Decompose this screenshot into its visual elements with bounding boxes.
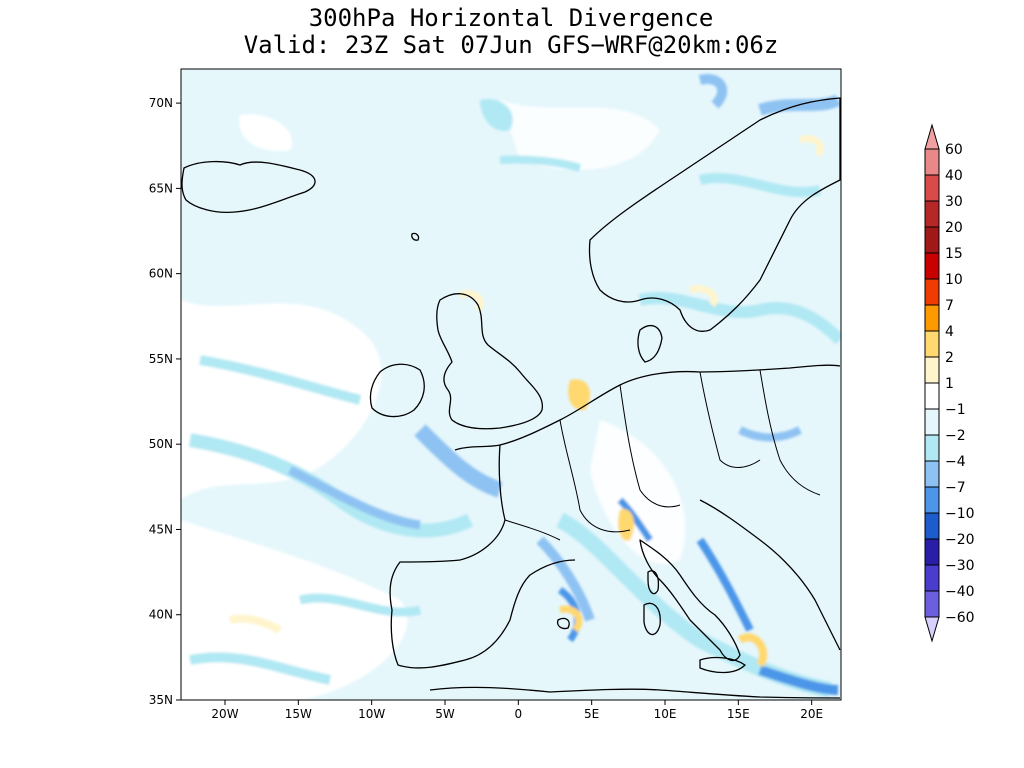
colorbar-level-label: 1 (945, 376, 954, 392)
colorbar-level-label: −1 (945, 402, 966, 418)
colorbar-top-arrow (924, 123, 940, 150)
lon-tick-label: 10E (654, 707, 677, 721)
lat-tick-label: 35N (149, 693, 173, 707)
colorbar-swatch (924, 408, 940, 436)
colorbar-swatch (924, 226, 940, 254)
colorbar-swatch (924, 356, 940, 384)
lon-tick-label: 20E (800, 707, 823, 721)
colorbar-level-label: 4 (945, 324, 954, 340)
lon-tick-label: 0 (515, 707, 523, 721)
lon-tick-label: 5W (435, 707, 455, 721)
lat-tick-label: 60N (149, 267, 173, 281)
colorbar-level-label: 7 (945, 298, 954, 314)
colorbar-swatch (924, 148, 940, 176)
colorbar-swatch (924, 512, 940, 540)
colorbar-level-label: −2 (945, 428, 966, 444)
lat-tick-label: 70N (149, 96, 173, 110)
colorbar-level-label: −4 (945, 454, 966, 470)
map-frame (180, 68, 842, 701)
colorbar-level-label: 60 (945, 142, 963, 158)
colorbar-swatch (924, 252, 940, 280)
colorbar-swatch (924, 434, 940, 462)
colorbar-swatch (924, 590, 940, 618)
colorbar-swatch (924, 278, 940, 306)
colorbar-level-label: −20 (945, 532, 975, 548)
colorbar-swatch (924, 564, 940, 592)
colorbar-bottom-arrow (924, 616, 940, 643)
colorbar-swatch (924, 486, 940, 514)
colorbar-legend: 60 40 30 20 15 10 7 4 2 1 −1 −2 −4 −7 −10 −20 −30 −40 −60 (924, 123, 975, 643)
latitude-axis: 70N 65N 60N 55N 50N 45N 40N 35N (149, 96, 181, 707)
colorbar-swatch (924, 382, 940, 410)
colorbar-swatch (924, 304, 940, 332)
colorbar-swatch (924, 330, 940, 358)
coastlines (181, 97, 841, 699)
lon-tick-label: 15E (727, 707, 750, 721)
colorbar-swatch (924, 200, 940, 228)
lat-tick-label: 55N (149, 352, 173, 366)
map-subtitle-valid-time: Valid: 23Z Sat 07Jun GFS−WRF@20km:06z (243, 31, 779, 59)
colorbar-level-label: 40 (945, 168, 963, 184)
divergence-field-shading (181, 74, 841, 700)
longitude-axis: 20W 15W 10W 5W 0 5E 10E 15E 20E (211, 700, 823, 721)
colorbar-level-label: −60 (945, 610, 975, 626)
lat-tick-label: 65N (149, 181, 173, 195)
colorbar-level-label: 15 (945, 246, 963, 262)
colorbar-level-label: 20 (945, 220, 963, 236)
lat-tick-label: 40N (149, 608, 173, 622)
lon-tick-label: 15W (285, 707, 312, 721)
colorbar-level-label: 10 (945, 272, 963, 288)
colorbar-swatch (924, 538, 940, 566)
colorbar-level-label: −10 (945, 506, 975, 522)
lon-tick-label: 5E (584, 707, 599, 721)
lon-tick-label: 10W (358, 707, 385, 721)
colorbar-level-label: 2 (945, 350, 954, 366)
colorbar-level-label: −40 (945, 584, 975, 600)
colorbar-level-label: −30 (945, 558, 975, 574)
lat-tick-label: 50N (149, 437, 173, 451)
colorbar-swatch (924, 174, 940, 202)
lat-tick-label: 45N (149, 522, 173, 536)
colorbar-swatch (924, 460, 940, 488)
lon-tick-label: 20W (211, 707, 238, 721)
colorbar-level-label: 30 (945, 194, 963, 210)
colorbar-level-label: −7 (945, 480, 966, 496)
map-title: 300hPa Horizontal Divergence (308, 4, 714, 32)
